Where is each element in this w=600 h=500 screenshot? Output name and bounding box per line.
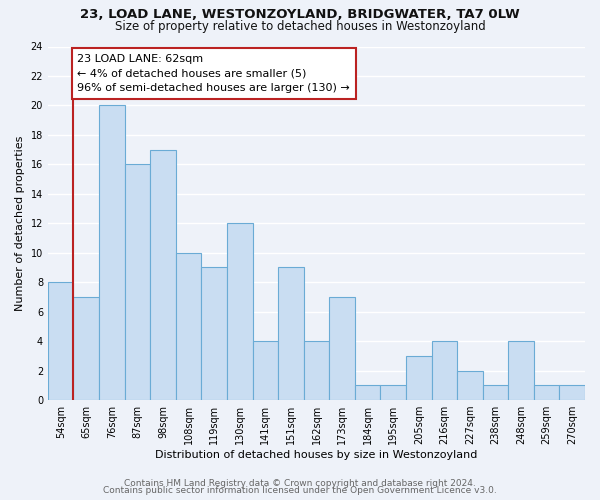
Bar: [457, 370, 482, 400]
Bar: [406, 356, 431, 400]
Bar: [559, 386, 585, 400]
Bar: [355, 386, 380, 400]
Text: Contains HM Land Registry data © Crown copyright and database right 2024.: Contains HM Land Registry data © Crown c…: [124, 478, 476, 488]
Bar: [99, 106, 125, 400]
Bar: [48, 282, 73, 400]
Bar: [278, 268, 304, 400]
Text: Size of property relative to detached houses in Westonzoyland: Size of property relative to detached ho…: [115, 20, 485, 33]
Bar: [202, 268, 227, 400]
Bar: [125, 164, 150, 400]
Bar: [482, 386, 508, 400]
Bar: [150, 150, 176, 400]
Bar: [227, 224, 253, 400]
Bar: [380, 386, 406, 400]
Bar: [508, 341, 534, 400]
X-axis label: Distribution of detached houses by size in Westonzoyland: Distribution of detached houses by size …: [155, 450, 478, 460]
Bar: [304, 341, 329, 400]
Text: Contains public sector information licensed under the Open Government Licence v3: Contains public sector information licen…: [103, 486, 497, 495]
Y-axis label: Number of detached properties: Number of detached properties: [15, 136, 25, 311]
Text: 23, LOAD LANE, WESTONZOYLAND, BRIDGWATER, TA7 0LW: 23, LOAD LANE, WESTONZOYLAND, BRIDGWATER…: [80, 8, 520, 20]
Text: 23 LOAD LANE: 62sqm
← 4% of detached houses are smaller (5)
96% of semi-detached: 23 LOAD LANE: 62sqm ← 4% of detached hou…: [77, 54, 350, 94]
Bar: [329, 297, 355, 400]
Bar: [253, 341, 278, 400]
Bar: [73, 297, 99, 400]
Bar: [534, 386, 559, 400]
Bar: [176, 253, 202, 400]
Bar: [431, 341, 457, 400]
